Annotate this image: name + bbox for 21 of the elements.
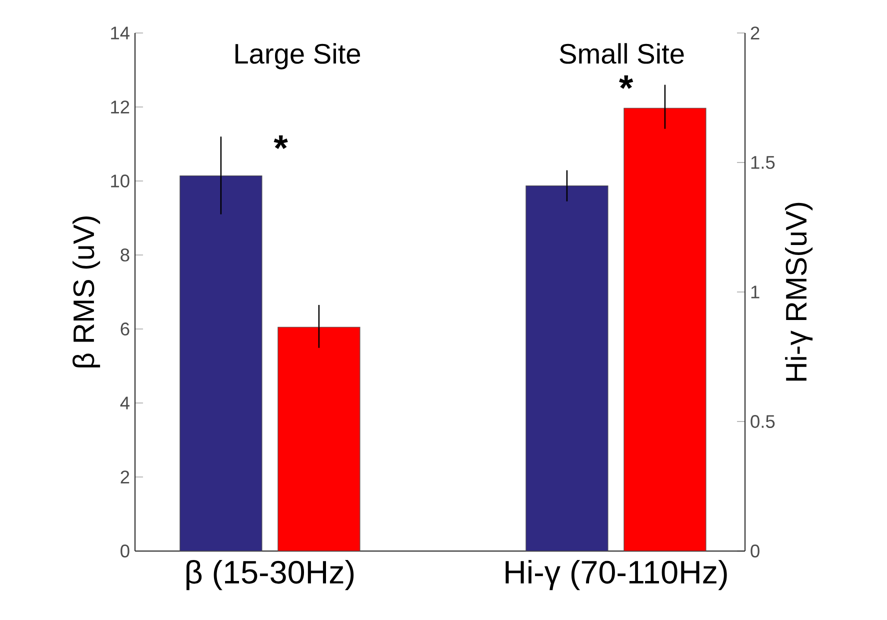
x-tick-label: β (15-30Hz)	[186, 560, 354, 590]
annotation: *	[619, 75, 634, 89]
y-tick-label: 10	[111, 174, 130, 188]
y2-axis-title: Hi-γ RMS(uV)	[785, 202, 813, 381]
y-tick-label: 14	[111, 26, 130, 40]
x-tick-label: Hi-γ (70-110Hz)	[506, 560, 727, 590]
y-tick-label: 0	[120, 544, 130, 558]
y-axis-title: β RMS (uV)	[72, 216, 100, 368]
y-tick-label: 4	[120, 396, 130, 410]
y2-tick-label: 0.5	[750, 415, 775, 428]
y2-tick-label: 0	[750, 544, 760, 558]
y-tick-label: 2	[120, 470, 130, 484]
y-tick-label: 6	[120, 322, 130, 336]
annotation: Small Site	[560, 43, 684, 64]
y2-tick-label: 2	[750, 26, 760, 40]
y-tick-label: 8	[120, 248, 130, 262]
annotation: Large Site	[235, 43, 360, 70]
annotation: *	[274, 135, 288, 150]
y2-tick-label: 1.5	[751, 156, 775, 169]
y2-tick-label: 1	[751, 286, 760, 298]
y-tick-label: 12	[111, 100, 130, 114]
